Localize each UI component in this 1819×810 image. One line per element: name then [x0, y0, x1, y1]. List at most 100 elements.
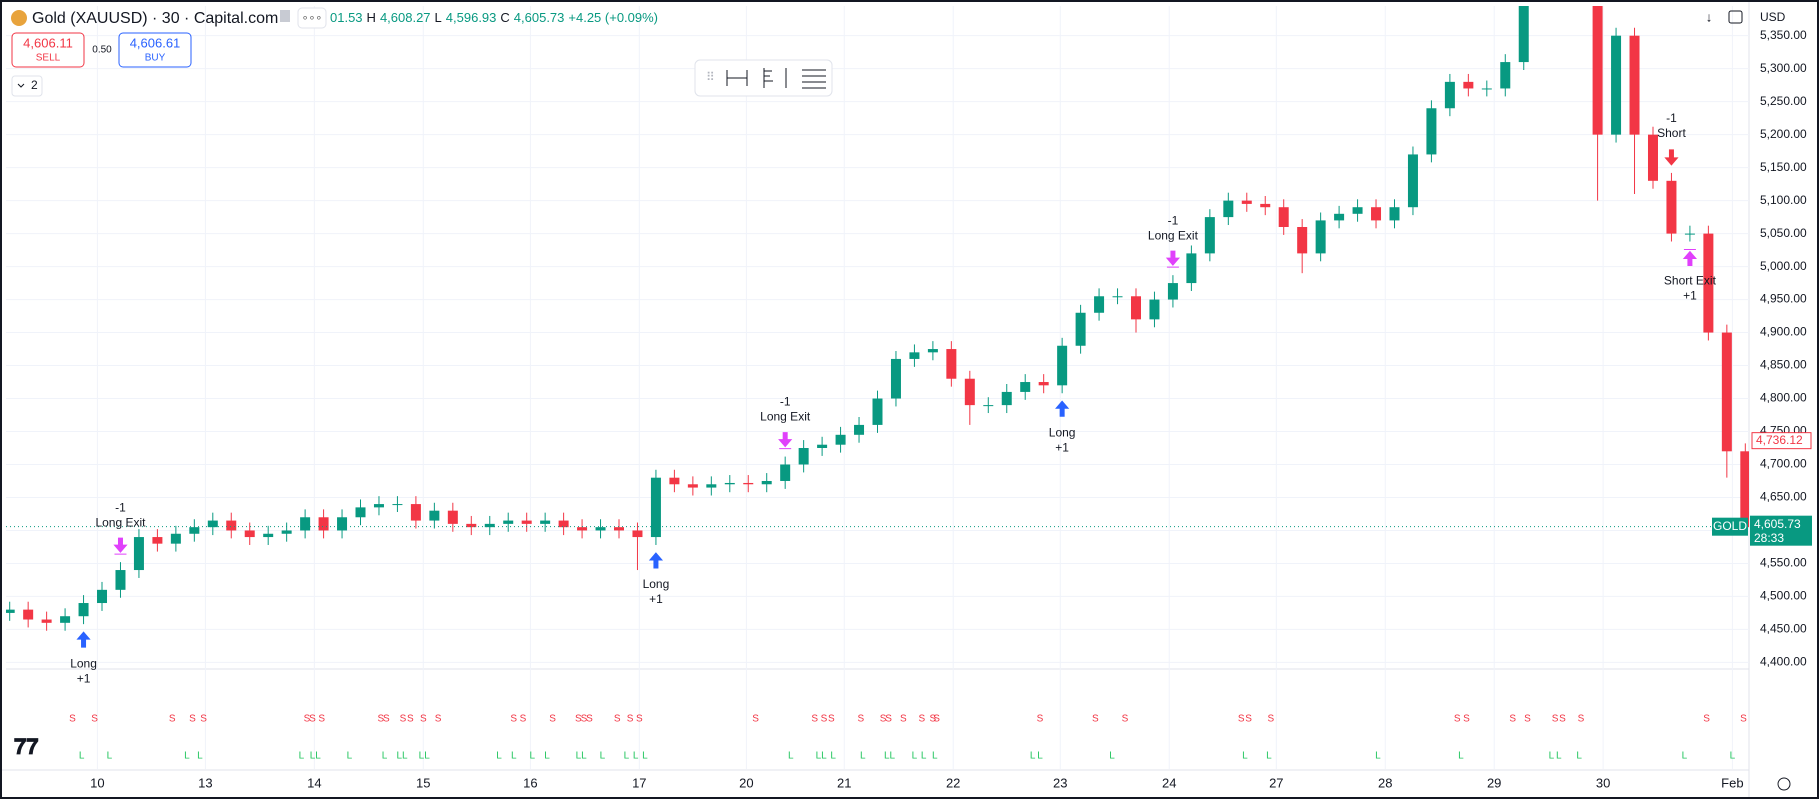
signal-arrow [1682, 249, 1698, 267]
ohlc-part: 4,596.93 [446, 10, 497, 25]
x-tick-label: 22 [946, 775, 960, 790]
candle-body [1001, 391, 1012, 406]
l-marker: L [1549, 751, 1555, 762]
indicators-count: 2 [31, 78, 38, 92]
l-marker: L [496, 751, 502, 762]
x-tick-label: 14 [307, 775, 321, 790]
y-tick-label: 4,500.00 [1760, 589, 1807, 603]
l-marker: L [1556, 751, 1562, 762]
candle-body [23, 609, 34, 620]
candle-body [1112, 296, 1123, 298]
s-marker: S [169, 714, 176, 725]
symbol-icon [11, 10, 27, 26]
l-marker: L [1682, 751, 1688, 762]
candle-body [761, 480, 772, 485]
candle-body [6, 609, 15, 613]
candle-body [1721, 332, 1732, 452]
candle-body [337, 517, 348, 531]
candle-body [1223, 200, 1234, 218]
l-marker: L [1375, 751, 1381, 762]
candle-body [392, 504, 403, 506]
l-marker: L [397, 751, 403, 762]
scroll-down[interactable]: ↓ [1706, 9, 1713, 24]
candle-body [909, 352, 920, 359]
l-marker: L [624, 751, 630, 762]
s-marker: S [930, 714, 937, 725]
candle-body [41, 619, 52, 623]
x-tick-label: 16 [523, 775, 537, 790]
signal-arrow [778, 432, 793, 450]
candle-body [207, 520, 218, 528]
s-marker: S [575, 714, 582, 725]
candle-body [1075, 312, 1086, 346]
reset-button[interactable] [1728, 10, 1743, 24]
l-marker: L [382, 751, 388, 762]
y-tick-label: 4,550.00 [1760, 556, 1807, 570]
tool-range[interactable] [726, 70, 748, 86]
ohlc-part: 4,605.73 [514, 10, 565, 25]
sell-button[interactable] [11, 32, 85, 68]
candle-body [466, 523, 477, 528]
s-marker: S [1238, 714, 1245, 725]
signal-label: Long [70, 656, 97, 670]
sell-label: SELL [36, 53, 61, 64]
settings-icon[interactable] [1777, 777, 1791, 791]
more-button[interactable] [297, 7, 327, 29]
l-marker: L [347, 751, 353, 762]
s-marker: S [520, 714, 527, 725]
candle-body [798, 448, 809, 465]
l-marker: L [788, 751, 794, 762]
flag-icon[interactable] [280, 10, 290, 22]
l-marker: L [821, 751, 827, 762]
buy-button[interactable] [118, 32, 192, 68]
y-tick-label: 4,950.00 [1760, 292, 1807, 306]
candle-body [1444, 81, 1455, 109]
symbol-title[interactable]: Gold (XAUUSD) · 30 · Capital.com [32, 10, 278, 27]
s-marker: S [752, 714, 759, 725]
signal-arrow [76, 631, 91, 648]
candle-body [1463, 81, 1474, 89]
y-tick-label: 5,300.00 [1760, 61, 1807, 75]
last-price-box [1750, 515, 1812, 546]
candle-body [1389, 207, 1400, 221]
candle-body [780, 464, 791, 481]
candle-body [1500, 62, 1511, 89]
x-tick-label: 15 [416, 775, 430, 790]
s-marker: S [1740, 714, 1747, 725]
s-marker: S [586, 714, 593, 725]
candle-body [577, 527, 588, 531]
y-tick-label: 5,150.00 [1760, 160, 1807, 174]
countdown: 28:33 [1754, 531, 1784, 545]
price-marker-label: 4,736.12 [1756, 433, 1803, 447]
x-tick-label: 30 [1596, 775, 1610, 790]
s-marker: S [309, 714, 316, 725]
l-marker: L [424, 751, 430, 762]
tool-settings[interactable] [802, 69, 826, 89]
signal-arrow [113, 537, 128, 555]
x-tick-label: 21 [837, 775, 851, 790]
s-marker: S [1122, 714, 1129, 725]
l-marker: L [310, 751, 316, 762]
s-marker: S [811, 714, 818, 725]
l-marker: L [419, 751, 425, 762]
s-marker: S [933, 714, 940, 725]
l-marker: L [1576, 751, 1582, 762]
candle-body [1260, 203, 1271, 208]
tool-bars[interactable] [763, 68, 773, 88]
candle-body [1371, 207, 1382, 221]
s-marker: S [581, 714, 588, 725]
ohlc-part: H [367, 10, 376, 25]
signal-arrow [1664, 149, 1679, 166]
candle-body [97, 589, 108, 604]
s-marker: S [880, 714, 887, 725]
candle-body [964, 378, 975, 406]
ohlc-part: C [500, 10, 509, 25]
y-tick-label: 5,200.00 [1760, 127, 1807, 141]
indicators-toggle[interactable] [11, 75, 43, 97]
s-marker: S [1454, 714, 1461, 725]
currency[interactable]: USD [1760, 10, 1786, 24]
s-marker: S [189, 714, 196, 725]
s-marker: S [420, 714, 427, 725]
drag-handle[interactable]: ⠿ [706, 70, 715, 84]
